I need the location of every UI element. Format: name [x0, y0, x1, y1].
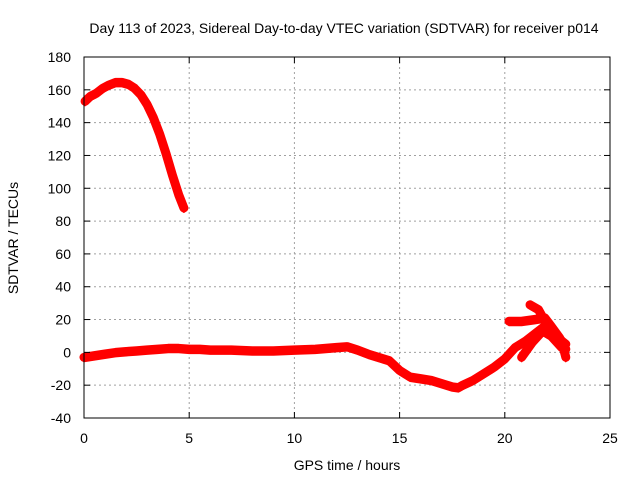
y-tick-label: 180: [48, 49, 72, 65]
data-point: [168, 171, 176, 179]
data-point: [137, 91, 145, 99]
data-point: [185, 345, 193, 353]
data-point: [406, 373, 414, 381]
data-point: [385, 357, 393, 365]
chart-title: Day 113 of 2023, Sidereal Day-to-day VTE…: [89, 20, 598, 36]
data-point: [459, 381, 467, 389]
y-tick-label: 0: [63, 344, 71, 360]
series-line-segment-2: [79, 320, 571, 393]
data-point: [505, 317, 513, 325]
data-point: [124, 80, 132, 88]
y-tick-labels: -40 -20 0 20 40 60 80 100 120 140 160 180: [48, 49, 72, 426]
data-point: [526, 301, 534, 309]
data-point: [396, 366, 404, 374]
data-point: [343, 343, 351, 351]
series-line-segment-1: [80, 77, 189, 213]
data-point: [530, 316, 538, 324]
data-point: [511, 343, 519, 351]
data-point: [130, 84, 138, 92]
data-point: [99, 84, 107, 92]
data-point: [332, 343, 340, 351]
data-point: [448, 383, 456, 391]
data-point: [490, 363, 498, 371]
data-point: [143, 101, 151, 109]
data-point: [112, 78, 120, 86]
data-point: [156, 130, 164, 138]
data-point: [149, 114, 157, 122]
grid: [84, 57, 610, 418]
series-line-segment-2-spread: [83, 327, 567, 393]
data-point: [427, 376, 435, 384]
data-point: [91, 352, 99, 360]
y-axis-title: SDTVAR / TECUs: [5, 182, 21, 294]
data-point: [518, 317, 526, 325]
data-point: [164, 344, 172, 352]
y-tick-label: 140: [48, 115, 72, 131]
data-point: [206, 346, 214, 354]
data-point: [122, 348, 130, 356]
data-point: [562, 353, 570, 361]
series-line-segment-1-spread: [84, 85, 185, 213]
data-point: [541, 317, 549, 325]
data-point: [311, 345, 319, 353]
plot-frame: [83, 56, 611, 419]
data-point: [101, 350, 109, 358]
data-point: [501, 355, 509, 363]
x-tick-label: 15: [392, 430, 408, 446]
y-tick-label: -20: [51, 377, 71, 393]
data-point: [196, 345, 204, 353]
data-point: [118, 78, 126, 86]
data-point: [86, 92, 94, 100]
y-tick-label: 160: [48, 82, 72, 98]
data-point: [290, 346, 298, 354]
data-point: [547, 332, 555, 340]
data-point: [539, 327, 547, 335]
data-point: [248, 347, 256, 355]
data-point: [175, 191, 183, 199]
data-point: [364, 350, 372, 358]
x-tick-label: 10: [287, 430, 303, 446]
y-tick-label: 80: [55, 213, 71, 229]
data-point: [175, 344, 183, 352]
y-tick-label: 60: [55, 246, 71, 262]
data-point: [112, 348, 120, 356]
x-axis-title: GPS time / hours: [294, 457, 401, 473]
y-tick-label: 120: [48, 147, 72, 163]
data-point: [180, 204, 188, 212]
series-layer: [79, 77, 571, 393]
data-point: [518, 353, 526, 361]
y-tick-label: -40: [51, 410, 71, 426]
y-tick-label: 100: [48, 180, 72, 196]
data-point: [269, 347, 277, 355]
data-point: [534, 306, 542, 314]
x-tick-label: 5: [185, 430, 193, 446]
data-point: [81, 97, 89, 105]
y-tick-label: 20: [55, 312, 71, 328]
ticks: [83, 56, 611, 419]
data-point: [227, 346, 235, 354]
data-point: [354, 346, 362, 354]
data-point: [438, 380, 446, 388]
data-point: [480, 370, 488, 378]
data-point: [375, 353, 383, 361]
series-line-segment-5-spread: [520, 334, 563, 363]
data-point: [154, 345, 162, 353]
x-tick-label: 0: [80, 430, 88, 446]
data-point: [417, 375, 425, 383]
data-point: [558, 343, 566, 351]
data-point: [105, 81, 113, 89]
data-point: [133, 347, 141, 355]
y-tick-label: 40: [55, 279, 71, 295]
data-point: [143, 346, 151, 354]
x-tick-label: 20: [497, 430, 513, 446]
x-tick-labels: 0 5 10 15 20 25: [80, 430, 618, 446]
data-point: [93, 89, 101, 97]
data-point: [528, 339, 536, 347]
data-point: [469, 376, 477, 384]
x-tick-label: 25: [602, 430, 618, 446]
data-point: [162, 150, 170, 158]
